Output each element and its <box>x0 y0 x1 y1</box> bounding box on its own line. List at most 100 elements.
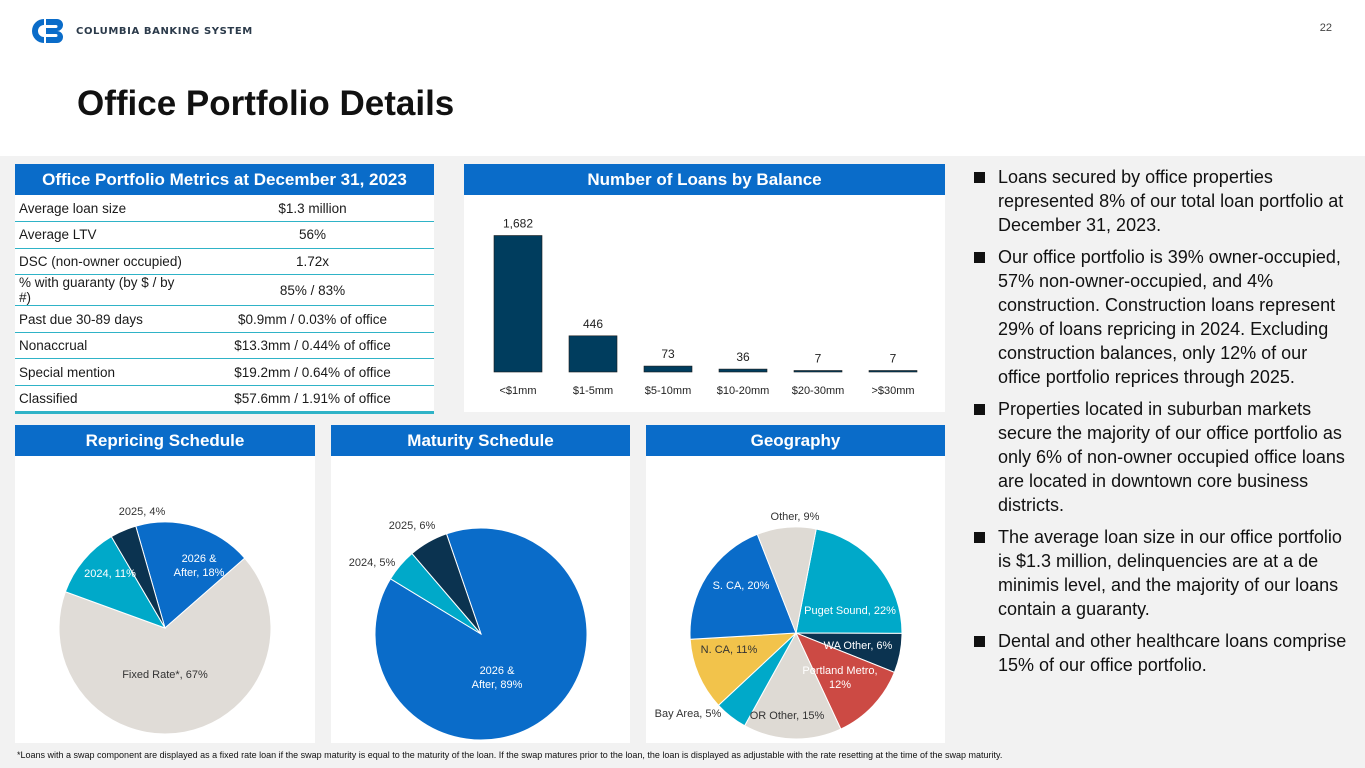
bullet-square-icon <box>974 532 985 543</box>
bar-2 <box>643 365 693 373</box>
pie-slice-label: 2025, 4% <box>119 506 166 518</box>
pie-slice-label: 2026 & After, 89% <box>472 665 523 691</box>
pie-slice-label: N. CA, 11% <box>701 644 758 656</box>
metrics-row: Classified $57.6mm / 1.91% of office <box>15 385 434 414</box>
bullet-item: Loans secured by office properties repre… <box>972 165 1347 237</box>
pie-slice-6 <box>689 533 797 640</box>
bullet-text: The average loan size in our office port… <box>998 527 1342 619</box>
metrics-heading: Office Portfolio Metrics at December 31,… <box>15 164 434 195</box>
bullet-text: Our office portfolio is 39% owner-occupi… <box>998 247 1341 387</box>
metric-label: Average LTV <box>15 221 191 249</box>
bullet-item: The average loan size in our office port… <box>972 525 1347 621</box>
footnote: *Loans with a swap component are display… <box>17 750 1003 760</box>
bullet-text: Dental and other healthcare loans compri… <box>998 631 1347 675</box>
bar-data-label: 446 <box>583 317 603 331</box>
metric-label: Nonaccrual <box>15 332 191 360</box>
bar-3 <box>718 368 768 373</box>
metric-label: Classified <box>15 385 191 414</box>
pie-slice-label: OR Other, 15% <box>750 710 825 722</box>
pie-slice-3 <box>110 525 166 629</box>
company-logo: COLUMBIA BANKING SYSTEM <box>25 16 253 46</box>
pie-slice-label: Puget Sound, 22% <box>804 605 896 617</box>
metric-label: Past due 30-89 days <box>15 305 191 333</box>
loans-by-balance-panel: Number of Loans by Balance 1,682 <$1mm 446… <box>464 164 945 412</box>
repricing-pie-chart: 2026 & After, 18% Fixed Rate*, 67% 2024, 11… <box>58 506 272 735</box>
pie-slice-label: WA Other, 6% <box>824 640 893 652</box>
geography-panel: Geography Puget Sound, 22% WA Other, 6% Po… <box>646 425 945 743</box>
bar-category-label: >$30mm <box>871 385 914 397</box>
metrics-row: Special mention $19.2mm / 0.64% of office <box>15 358 434 387</box>
company-name: COLUMBIA BANKING SYSTEM <box>76 25 253 37</box>
metric-value: $19.2mm / 0.64% of office <box>190 358 434 387</box>
bar-category-label: $1-5mm <box>573 385 613 397</box>
metric-label: Average loan size <box>15 195 191 223</box>
metric-value: 56% <box>190 221 434 249</box>
pie-slice-2 <box>795 632 896 730</box>
pie-slice-2 <box>64 535 167 629</box>
pie-slice-label: Other, 9% <box>771 511 820 523</box>
repricing-panel: Repricing Schedule 2026 & After, 18% Fixed… <box>15 425 315 743</box>
pie-slice-label: Fixed Rate*, 67% <box>122 669 208 681</box>
bar-data-label: 73 <box>661 347 675 361</box>
bullet-text: Properties located in suburban markets s… <box>998 399 1345 515</box>
page-title: Office Portfolio Details <box>77 84 455 123</box>
bar-category-label: $20-30mm <box>792 385 845 397</box>
metric-label: DSC (non-owner occupied) <box>15 248 191 276</box>
bar-category-label: $5-10mm <box>645 385 691 397</box>
metrics-row: Past due 30-89 days $0.9mm / 0.03% of off… <box>15 305 434 333</box>
pie-slice-label: 2025, 6% <box>389 520 436 532</box>
pie-slice-7 <box>756 526 817 635</box>
metric-value: $13.3mm / 0.44% of office <box>190 332 434 360</box>
metric-label: Special mention <box>15 358 191 387</box>
pie-slice-label: S. CA, 20% <box>713 580 770 592</box>
bar-0 <box>493 235 543 373</box>
repricing-title: Repricing Schedule <box>15 425 315 456</box>
loans-bar-chart: 1,682 <$1mm 446 $1-5mm 73 $5-10mm 36 $10-20mm 7 $… <box>493 217 918 397</box>
bullet-square-icon <box>974 252 985 263</box>
bullet-item: Properties located in suburban markets s… <box>972 397 1347 517</box>
metrics-panel: Office Portfolio Metrics at December 31,… <box>15 164 434 414</box>
metrics-row: Average LTV 56% <box>15 221 434 249</box>
geography-pie-chart: Puget Sound, 22% WA Other, 6% Portland Met… <box>655 511 903 740</box>
geography-title: Geography <box>646 425 945 456</box>
pie-slice-label: Portland Metro, 12% <box>802 665 877 691</box>
pie-slice-2 <box>411 533 482 635</box>
bar-category-label: $10-20mm <box>717 385 770 397</box>
maturity-title: Maturity Schedule <box>331 425 630 456</box>
metrics-table: Average loan size $1.3 million Average LTV… <box>15 195 434 414</box>
pie-slice-3 <box>743 631 842 740</box>
bar-4 <box>793 370 843 373</box>
bar-data-label: 1,682 <box>503 217 533 231</box>
bar-data-label: 36 <box>736 350 750 364</box>
bar-data-label: 7 <box>815 352 822 366</box>
pie-slice-0 <box>135 521 246 629</box>
page-number: 22 <box>1319 22 1332 34</box>
pie-slice-label: 2024, 11% <box>84 568 136 580</box>
pie-slice-label: 2026 & After, 18% <box>174 553 225 579</box>
maturity-panel: Maturity Schedule 2026 & After, 89% 2024, … <box>331 425 630 743</box>
bar-category-label: <$1mm <box>500 385 537 397</box>
pie-slice-1 <box>58 557 272 735</box>
bullet-list: Loans secured by office properties repre… <box>972 165 1347 685</box>
loans-chart-title: Number of Loans by Balance <box>464 164 945 195</box>
metric-value: 1.72x <box>190 248 434 276</box>
bullet-item: Our office portfolio is 39% owner-occupi… <box>972 245 1347 389</box>
bullet-item: Dental and other healthcare loans compri… <box>972 629 1347 677</box>
bullet-square-icon <box>974 636 985 647</box>
bullet-text: Loans secured by office properties repre… <box>998 167 1344 235</box>
metrics-row: Nonaccrual $13.3mm / 0.44% of office <box>15 332 434 360</box>
metric-value: 85% / 83% <box>190 274 434 307</box>
pie-slice-label: 2024, 5% <box>349 557 396 569</box>
metrics-row: Average loan size $1.3 million <box>15 195 434 223</box>
pie-slice-label: Bay Area, 5% <box>655 708 722 720</box>
metric-value: $0.9mm / 0.03% of office <box>190 305 434 333</box>
bullet-square-icon <box>974 172 985 183</box>
bar-data-label: 7 <box>890 352 897 366</box>
maturity-pie-chart: 2026 & After, 89% 2024, 5% 2025, 6% <box>349 520 588 741</box>
metric-value: $1.3 million <box>190 195 434 223</box>
bar-5 <box>868 370 918 373</box>
pie-slice-0 <box>795 528 903 634</box>
bar-1 <box>568 335 618 373</box>
pie-slice-5 <box>689 632 798 706</box>
metrics-row: DSC (non-owner occupied) 1.72x <box>15 248 434 276</box>
